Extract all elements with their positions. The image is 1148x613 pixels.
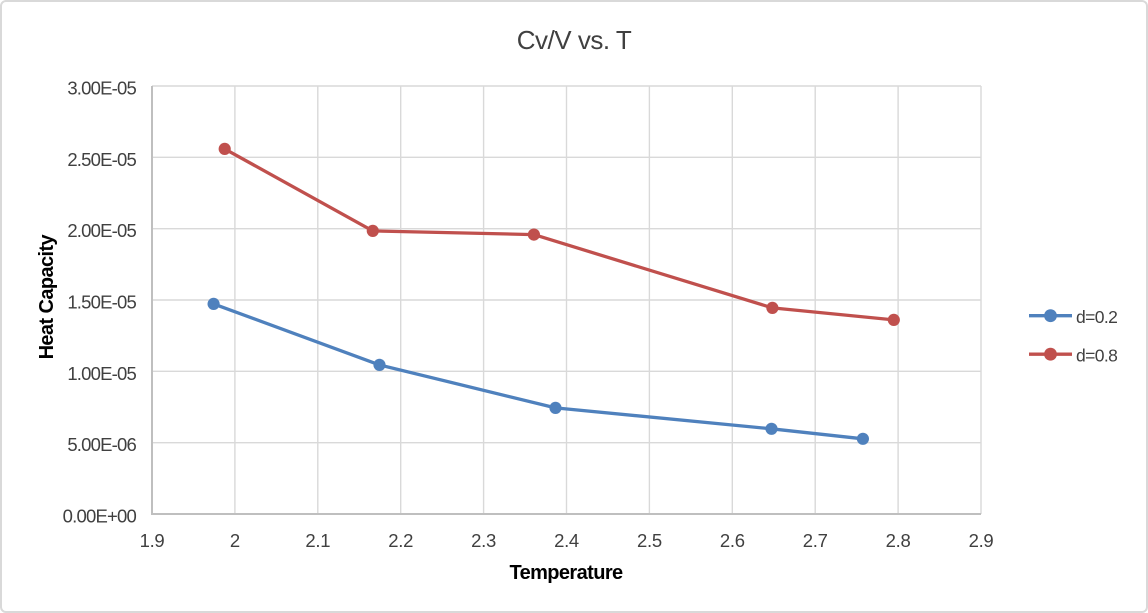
svg-text:2.00E-05: 2.00E-05 — [67, 220, 136, 241]
svg-text:2.1: 2.1 — [305, 530, 330, 551]
svg-text:5.00E-06: 5.00E-06 — [67, 434, 136, 455]
svg-text:1.50E-05: 1.50E-05 — [67, 292, 136, 313]
svg-text:0.00E+00: 0.00E+00 — [63, 506, 137, 527]
svg-text:Cv/V vs. T: Cv/V vs. T — [517, 25, 632, 55]
svg-text:d=0.8: d=0.8 — [1076, 346, 1117, 366]
svg-text:2.5: 2.5 — [637, 530, 662, 551]
svg-text:2.9: 2.9 — [969, 530, 994, 551]
svg-text:Temperature: Temperature — [509, 562, 623, 584]
svg-text:2.7: 2.7 — [803, 530, 828, 551]
svg-text:1.9: 1.9 — [140, 530, 165, 551]
svg-text:2.3: 2.3 — [471, 530, 496, 551]
svg-text:1.00E-05: 1.00E-05 — [67, 363, 136, 384]
svg-text:2.6: 2.6 — [720, 530, 745, 551]
svg-text:2.8: 2.8 — [886, 530, 911, 551]
svg-text:Heat Capacity: Heat Capacity — [36, 233, 58, 359]
svg-text:2.50E-05: 2.50E-05 — [67, 149, 136, 170]
svg-text:3.00E-05: 3.00E-05 — [67, 78, 136, 99]
svg-text:2.2: 2.2 — [388, 530, 413, 551]
svg-text:2: 2 — [230, 530, 240, 551]
svg-text:2.4: 2.4 — [554, 530, 579, 551]
svg-text:d=0.2: d=0.2 — [1076, 307, 1117, 327]
